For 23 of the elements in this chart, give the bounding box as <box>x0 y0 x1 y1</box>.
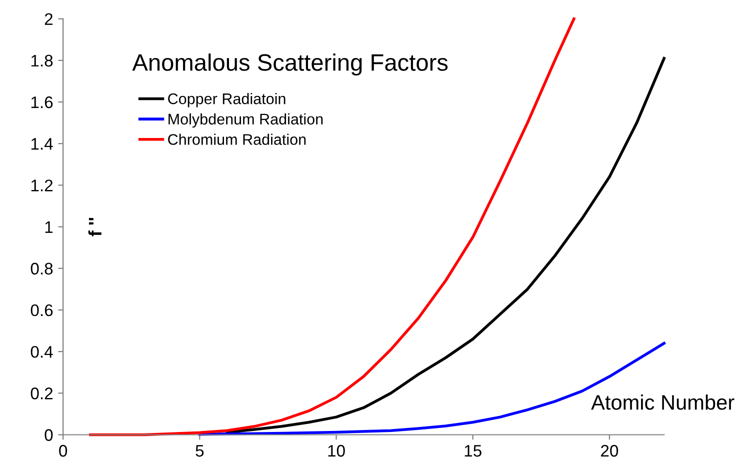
legend-label: Molybdenum Radiation <box>168 113 323 128</box>
y-tick-label: 0.8 <box>30 262 53 275</box>
y-tick-label: 1.4 <box>31 138 53 150</box>
y-tick-label: 0.6 <box>30 304 53 316</box>
legend-label: Chromium Radiation <box>168 134 306 145</box>
text: Anomalous Scattering Factors <box>132 54 448 76</box>
x-tick-label: 10 <box>328 444 345 457</box>
line-series <box>89 17 576 436</box>
y-tick-label: 1.8 <box>31 54 53 67</box>
x-tick-label: 5 <box>196 445 204 457</box>
x-axis-title: Atomic Number <box>591 394 734 410</box>
x-tick-label: 0 <box>59 444 68 457</box>
x-tick-label: 15 <box>464 445 482 457</box>
y-tick-label: 1 <box>45 221 53 233</box>
y-tick-label: 1.2 <box>31 180 53 192</box>
y-tick-label: 0 <box>44 429 53 441</box>
y-tick-label: 0.2 <box>30 388 53 400</box>
legend-label: Copper Radiatoin <box>168 92 286 108</box>
y-axis-title: f '' <box>88 218 102 236</box>
y-tick-label: 0.4 <box>30 346 53 358</box>
x-tick-label: 20 <box>601 444 618 457</box>
y-tick-label: 1.6 <box>31 96 53 108</box>
y-tick-label: 2 <box>44 13 53 25</box>
